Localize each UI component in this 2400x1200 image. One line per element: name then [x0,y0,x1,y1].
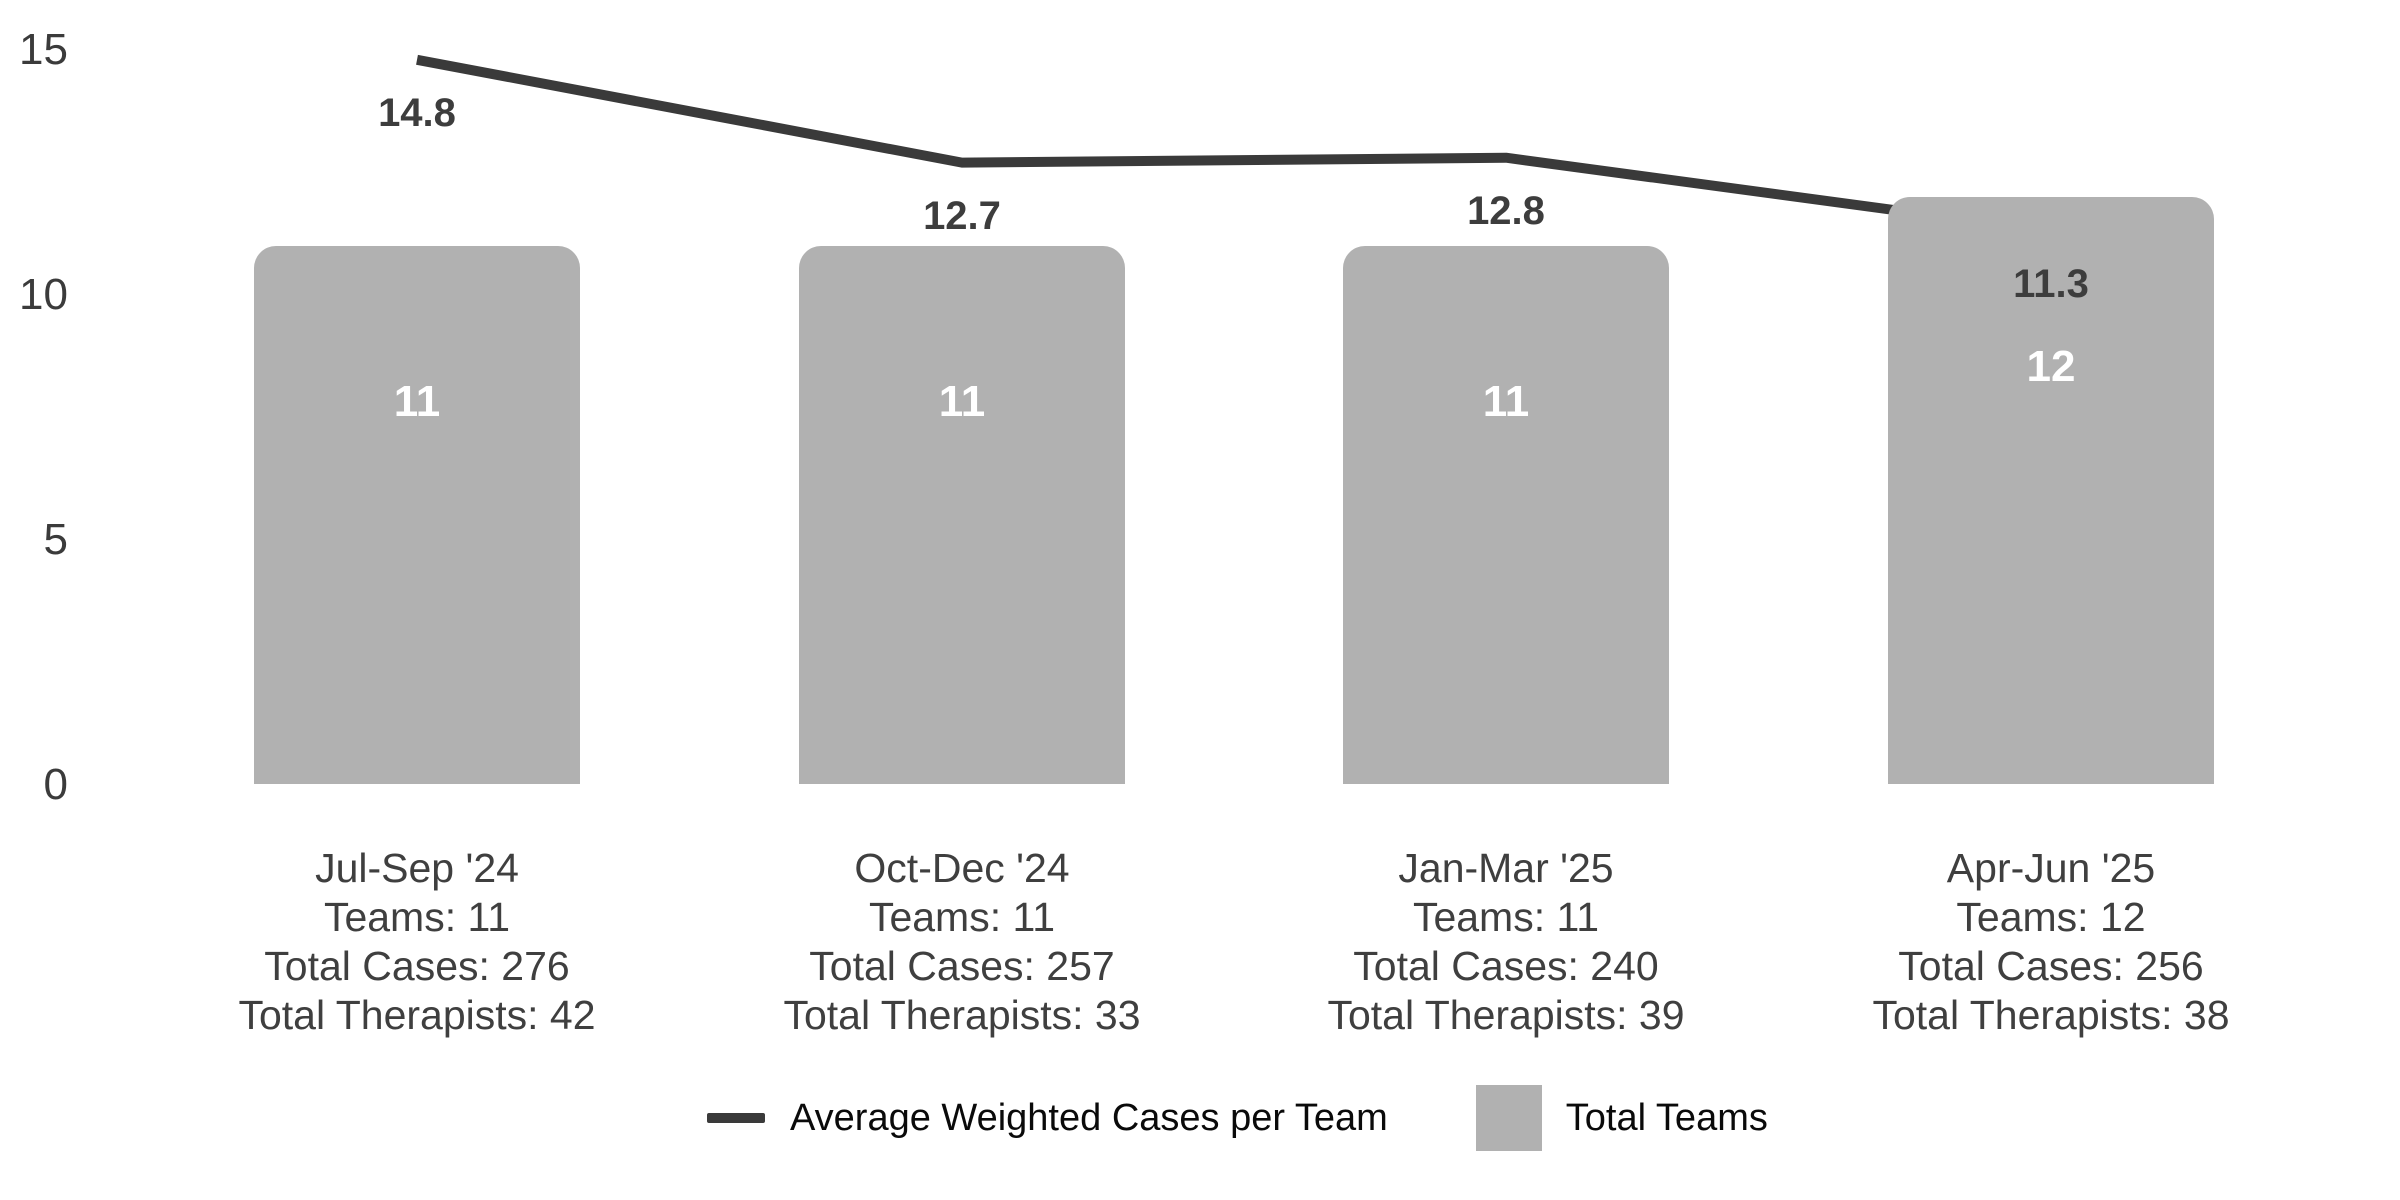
category-label: Apr-Jun '25 [1946,845,2156,891]
teams-count-label: Teams: 11 [1412,894,1600,940]
line-value-label: 12.7 [923,193,1001,238]
legend: Average Weighted Cases per Team Total Te… [707,1085,1768,1151]
category-label: Jan-Mar '25 [1398,845,1614,891]
total-therapists-label: Total Therapists: 38 [1872,992,2230,1038]
line-legend-label: Average Weighted Cases per Team [790,1096,1388,1139]
line-value-label: 12.8 [1467,188,1545,233]
line-value-label: 11.3 [2013,262,2089,307]
total-therapists-label: Total Therapists: 33 [783,992,1141,1038]
bar-legend-label: Total Teams [1565,1096,1768,1139]
y-axis-tick-label: 10 [19,269,68,319]
x-axis-label-block: Apr-Jun '25 Teams: 12 Total Cases: 256 Tota… [1779,844,2323,1040]
x-axis-label-block: Jul-Sep '24 Teams: 11 Total Cases: 276 Tota… [145,844,689,1040]
x-axis-label-block: Oct-Dec '24 Teams: 11 Total Cases: 257 Tota… [690,844,1234,1040]
total-cases-label: Total Cases: 240 [1353,943,1659,989]
total-therapists-label: Total Therapists: 42 [238,992,596,1038]
total-teams-bar [1888,196,2214,785]
x-axis-label-block: Jan-Mar '25 Teams: 11 Total Cases: 240 Tota… [1234,844,1778,1040]
y-axis-tick-label: 0 [43,759,68,809]
line-value-label: 14.8 [378,90,456,135]
y-axis-tick-label: 15 [19,24,68,74]
category-label: Jul-Sep '24 [315,845,519,891]
total-teams-bar [1343,245,1669,785]
bar-legend-swatch [1475,1085,1542,1151]
teams-count-label: Teams: 11 [868,894,1056,940]
total-teams-bar [254,245,580,785]
bar-value-label: 11 [393,377,441,427]
y-axis-tick-label: 5 [43,514,68,564]
total-teams-bar [799,245,1125,785]
total-therapists-label: Total Therapists: 39 [1327,992,1685,1038]
bar-value-label: 11 [938,377,986,427]
bar-value-label: 12 [2026,342,2076,392]
bar-value-label: 11 [1482,377,1530,427]
average-weighted-cases-line [416,54,2052,237]
total-cases-label: Total Cases: 276 [264,943,570,989]
line-legend-swatch [707,1113,765,1123]
total-cases-label: Total Cases: 257 [809,943,1115,989]
teams-count-label: Teams: 12 [1956,894,2146,940]
category-label: Oct-Dec '24 [854,845,1070,891]
teams-count-label: Teams: 11 [323,894,511,940]
total-cases-label: Total Cases: 256 [1898,943,2204,989]
